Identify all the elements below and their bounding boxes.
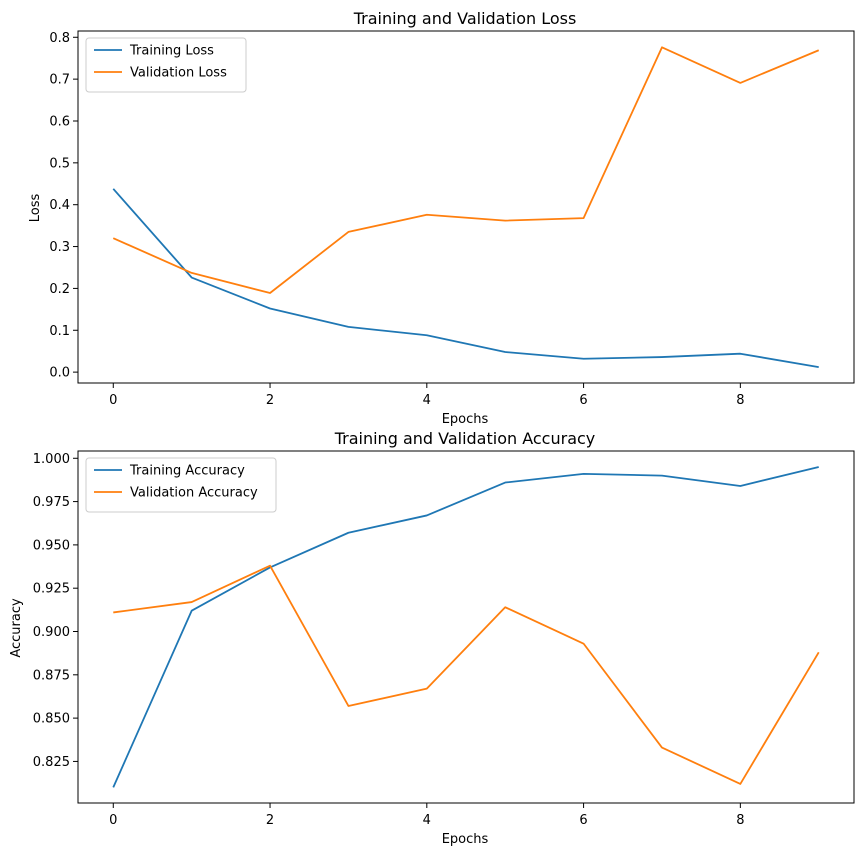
loss-y-tick-label: 0.4 [49, 198, 70, 213]
accuracy-y-tick-label: 0.825 [33, 755, 70, 770]
accuracy-x-tick-label: 8 [736, 813, 744, 828]
loss-x-tick-label: 0 [109, 393, 117, 408]
loss-legend-box [85, 37, 247, 93]
accuracy-x-axis-label: Epochs [442, 832, 489, 847]
accuracy-legend-entry: Training Accuracy [129, 464, 245, 479]
loss-y-tick-label: 0.2 [49, 282, 70, 297]
accuracy-chart: Training and Validation Accuracy Epochs … [9, 429, 855, 847]
loss-y-axis-label: Loss [28, 194, 43, 223]
accuracy-y-tick-label: 0.950 [33, 538, 70, 553]
accuracy-x-tick-label: 0 [109, 813, 117, 828]
loss-x-tick-label: 2 [266, 393, 274, 408]
accuracy-x-tick-label: 2 [266, 813, 274, 828]
loss-legend-entry: Validation Loss [130, 66, 227, 81]
loss-legend-entry: Training Loss [129, 44, 214, 59]
accuracy-y-tick-label: 0.925 [33, 582, 70, 597]
accuracy-y-tick-label: 0.850 [33, 712, 70, 727]
loss-series-line-validation [112, 46, 820, 294]
accuracy-chart-title: Training and Validation Accuracy [334, 429, 596, 448]
loss-x-tick-label: 8 [736, 393, 744, 408]
loss-chart-title: Training and Validation Loss [353, 9, 577, 28]
loss-x-tick-label: 6 [579, 393, 587, 408]
loss-y-tick-label: 0.3 [49, 240, 70, 255]
loss-y-tick-label: 0.1 [49, 324, 70, 339]
accuracy-x-tick-label: 6 [579, 813, 587, 828]
accuracy-y-tick-label: 1.000 [33, 452, 70, 467]
accuracy-legend: Training Accuracy Validation Accuracy [85, 457, 277, 513]
accuracy-y-axis-label: Accuracy [9, 598, 24, 658]
accuracy-y-tick-label: 0.875 [33, 668, 70, 683]
accuracy-legend-box [85, 457, 277, 513]
accuracy-series-line-validation [113, 564, 820, 785]
accuracy-series-line-training [112, 466, 819, 788]
loss-plot-frame [77, 30, 855, 384]
loss-y-tick-label: 0.0 [49, 366, 70, 381]
loss-x-tick-label: 4 [423, 393, 431, 408]
accuracy-legend-entry: Validation Accuracy [130, 486, 258, 501]
loss-y-tick-label: 0.6 [49, 114, 70, 129]
accuracy-plot-frame [77, 450, 855, 804]
loss-x-axis-label: Epochs [442, 412, 489, 427]
loss-legend: Training Loss Validation Loss [85, 37, 247, 93]
loss-y-tick-label: 0.7 [49, 73, 70, 88]
loss-y-tick-label: 0.8 [49, 31, 70, 46]
accuracy-x-tick-label: 4 [423, 813, 431, 828]
accuracy-y-tick-label: 0.900 [33, 625, 70, 640]
accuracy-y-tick-label: 0.975 [33, 495, 70, 510]
loss-chart: Training and Validation Loss Epochs Loss… [28, 9, 855, 427]
loss-series-line-training [112, 188, 819, 368]
loss-y-tick-label: 0.5 [49, 156, 70, 171]
